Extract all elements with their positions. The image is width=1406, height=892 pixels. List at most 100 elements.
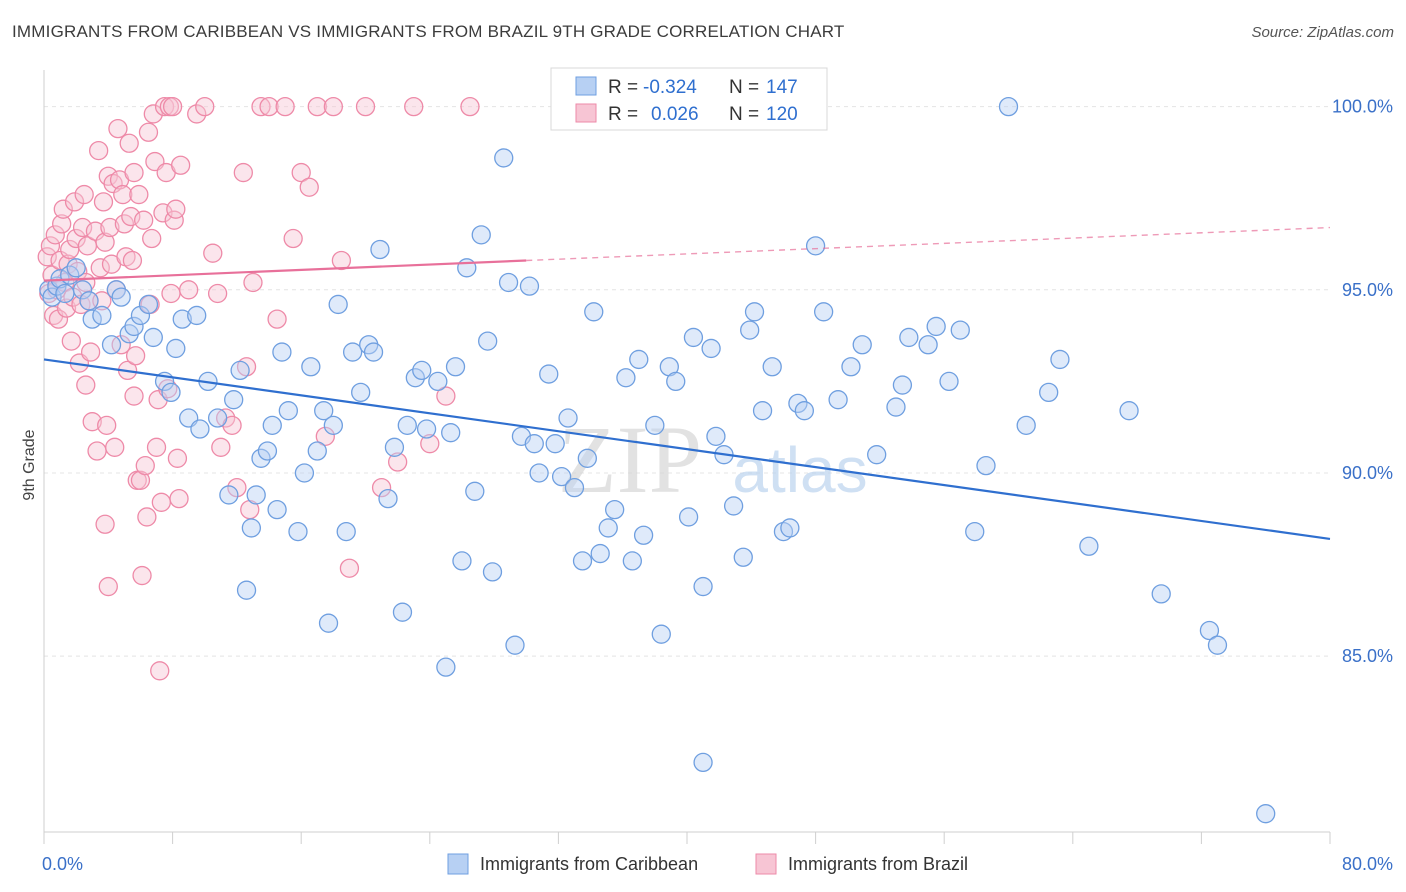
data-point — [135, 456, 155, 476]
data-point — [114, 214, 135, 234]
data-point — [79, 291, 99, 311]
data-point — [1256, 804, 1276, 824]
data-point — [420, 434, 440, 454]
y-axis-label: 9th Grade — [21, 429, 38, 500]
data-point — [307, 441, 327, 461]
data-point — [841, 357, 861, 377]
bottom-legend-label-brazil: Immigrants from Brazil — [788, 854, 968, 874]
data-point — [1199, 620, 1220, 641]
data-point — [740, 320, 760, 340]
data-point — [1119, 401, 1139, 421]
data-point — [471, 225, 491, 245]
data-point — [207, 283, 228, 304]
data-point — [693, 752, 713, 773]
data-point — [519, 276, 540, 296]
data-point — [351, 382, 371, 403]
trend-line-caribbean — [43, 358, 1331, 541]
data-point — [55, 283, 75, 304]
data-point — [412, 360, 432, 381]
data-point — [584, 302, 604, 322]
data-point — [132, 565, 152, 586]
data-point — [828, 390, 848, 410]
data-point — [598, 518, 618, 538]
data-point — [752, 401, 773, 421]
data-point — [622, 551, 642, 571]
chart-title: IMMIGRANTS FROM CARIBBEAN VS IMMIGRANTS … — [12, 22, 845, 41]
data-point — [167, 448, 188, 468]
data-point — [392, 602, 413, 622]
data-point — [275, 96, 295, 117]
data-point — [355, 96, 376, 117]
data-point — [867, 445, 887, 465]
data-point — [301, 357, 321, 377]
data-point — [498, 272, 519, 293]
data-point — [179, 280, 199, 300]
data-point — [701, 338, 721, 359]
data-point — [80, 342, 101, 362]
data-point — [108, 118, 128, 139]
data-point — [551, 466, 572, 487]
stats-legend: R = -0.324 N = 147 R = 0.026 N = 120 — [550, 67, 828, 131]
data-point — [161, 283, 181, 304]
legend-n-label-brazil: N = — [729, 104, 759, 125]
x-tick-label-max: 80.0% — [1342, 854, 1393, 874]
legend-swatch-brazil — [575, 103, 597, 123]
y-tick-labels: 85.0% 90.0% 95.0% 100.0% — [1332, 97, 1393, 667]
data-point — [90, 258, 110, 278]
data-point — [283, 228, 303, 249]
data-point — [678, 507, 699, 527]
data-point — [723, 496, 744, 516]
y-tick-label: 85.0% — [1342, 646, 1393, 666]
data-point — [169, 488, 189, 509]
bottom-legend-label-caribbean: Immigrants from Caribbean — [480, 854, 698, 874]
data-point — [683, 327, 704, 348]
data-point — [87, 441, 107, 461]
data-point — [61, 331, 81, 351]
data-point — [129, 184, 149, 205]
data-point — [572, 551, 593, 571]
data-point — [93, 192, 114, 212]
legend-n-value-brazil: 120 — [766, 104, 798, 125]
data-point — [965, 521, 985, 542]
data-point — [318, 613, 339, 633]
data-point — [143, 327, 163, 348]
legend-swatch-caribbean — [575, 76, 597, 96]
data-point — [524, 434, 544, 454]
data-point — [166, 338, 186, 359]
data-point — [45, 225, 65, 245]
data-point — [52, 214, 72, 234]
data-point — [190, 419, 210, 439]
data-point — [633, 525, 654, 545]
data-point — [85, 221, 106, 241]
data-point — [125, 346, 146, 366]
data-point — [651, 624, 671, 644]
legend-r-value-caribbean: -0.324 — [643, 77, 697, 98]
data-point — [272, 342, 292, 362]
data-point — [211, 437, 231, 457]
data-point — [539, 364, 559, 384]
watermark-atlas: atlas — [732, 434, 867, 506]
trend-lines — [43, 226, 1331, 541]
data-point — [328, 294, 348, 315]
data-point — [195, 96, 215, 117]
watermark: ZIP atlas — [558, 406, 868, 513]
legend-n-label-caribbean: N = — [729, 77, 759, 98]
data-point — [416, 419, 437, 439]
data-point — [1050, 349, 1070, 370]
data-point — [101, 335, 122, 355]
data-point — [138, 122, 159, 142]
data-point — [405, 368, 425, 388]
data-point — [452, 551, 472, 571]
data-point — [137, 507, 157, 527]
data-point — [98, 576, 118, 597]
x-tick-label-min: 0.0% — [42, 854, 83, 874]
data-point — [577, 448, 597, 468]
data-point — [154, 96, 175, 117]
data-point — [203, 243, 223, 263]
data-point — [56, 298, 77, 318]
legend-r-label-brazil: R = — [608, 104, 638, 125]
data-point — [892, 375, 913, 395]
data-point — [105, 437, 125, 457]
data-point — [224, 390, 244, 410]
